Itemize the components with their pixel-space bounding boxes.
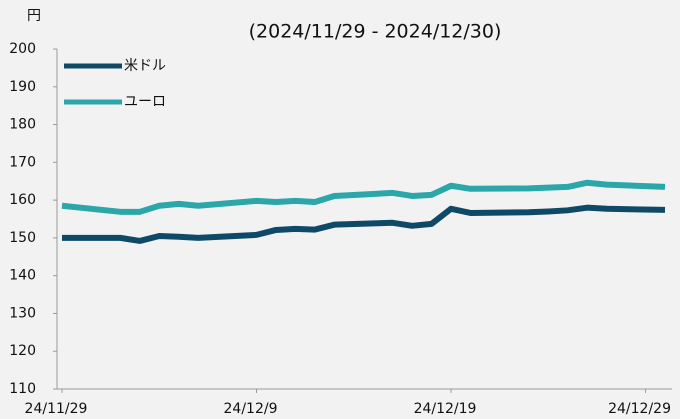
chart-title: (2024/11/29 - 2024/12/30) [249,21,502,43]
x-tick-label: 24/12/9 [224,401,278,417]
y-tick-label: 110 [9,381,36,397]
y-tick-label: 190 [9,79,36,95]
y-tick-label: 130 [9,305,36,321]
x-tick-label: 24/12/29 [608,401,671,417]
y-tick-label: 120 [9,343,36,359]
line [62,204,666,244]
y-tick-label: 200 [9,41,36,57]
y-tick-label: 160 [9,192,36,208]
x-tick-label: 24/12/19 [414,401,477,417]
y-tick-label: 180 [9,117,36,133]
legend-label: 米ドル [124,58,166,74]
y-tick-label: 170 [9,154,36,170]
y-tick-label: 150 [9,230,36,246]
y-tick-label: 140 [9,268,36,284]
y-axis-label: 円 [27,8,41,24]
legend-label: ユーロ [124,94,166,110]
line [61,179,666,215]
x-tick-label: 24/11/29 [25,401,88,417]
